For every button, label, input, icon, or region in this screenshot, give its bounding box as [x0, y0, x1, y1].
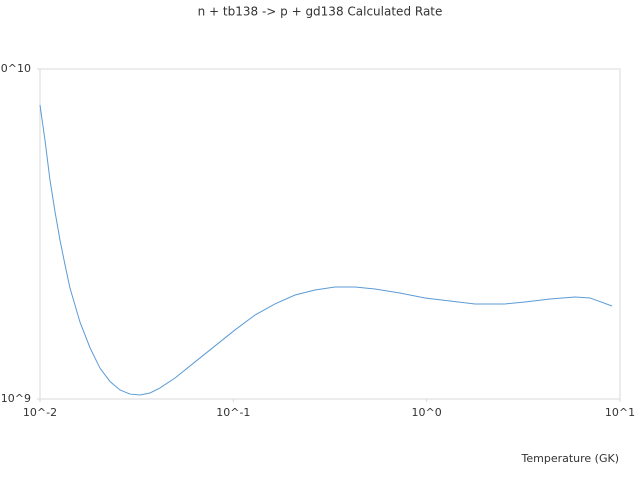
x-axis-label: Temperature (GK)	[521, 452, 620, 465]
data-line	[39, 104, 613, 396]
x-tick-label: 10^0	[412, 406, 442, 419]
y-tick-label: 10^9	[1, 392, 31, 405]
chart-title: n + tb138 -> p + gd138 Calculated Rate	[198, 5, 443, 19]
y-tick-label: 10^10	[0, 62, 31, 75]
x-tick-label: 10^1	[605, 406, 635, 419]
x-tick-label: 10^-2	[23, 406, 57, 419]
plot-frame	[39, 68, 621, 400]
x-tick-label: 10^-1	[216, 406, 250, 419]
